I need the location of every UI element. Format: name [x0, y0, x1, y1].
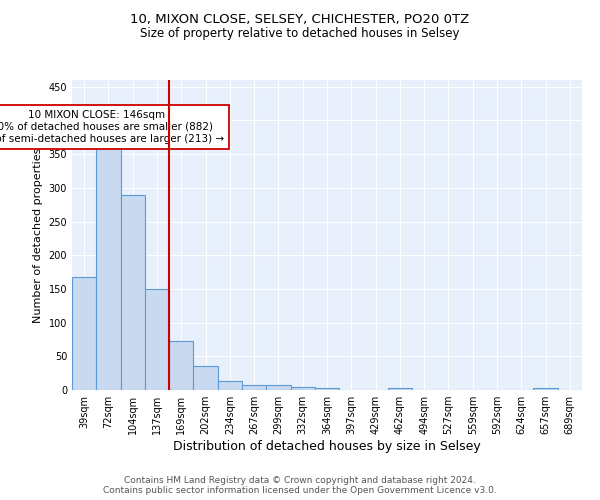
Bar: [145, 289, 169, 390]
Bar: [315, 388, 339, 390]
Y-axis label: Number of detached properties: Number of detached properties: [33, 148, 43, 322]
Bar: [242, 384, 266, 390]
Text: 10 MIXON CLOSE: 146sqm
← 80% of detached houses are smaller (882)
19% of semi-de: 10 MIXON CLOSE: 146sqm ← 80% of detached…: [0, 110, 224, 144]
Text: 10, MIXON CLOSE, SELSEY, CHICHESTER, PO20 0TZ: 10, MIXON CLOSE, SELSEY, CHICHESTER, PO2…: [130, 12, 470, 26]
Bar: [533, 388, 558, 390]
Bar: [388, 388, 412, 390]
Bar: [290, 388, 315, 390]
Bar: [218, 380, 242, 390]
X-axis label: Distribution of detached houses by size in Selsey: Distribution of detached houses by size …: [173, 440, 481, 453]
Bar: [72, 278, 96, 390]
Bar: [121, 194, 145, 390]
Bar: [96, 138, 121, 390]
Bar: [193, 366, 218, 390]
Text: Contains HM Land Registry data © Crown copyright and database right 2024.
Contai: Contains HM Land Registry data © Crown c…: [103, 476, 497, 495]
Text: Size of property relative to detached houses in Selsey: Size of property relative to detached ho…: [140, 28, 460, 40]
Bar: [169, 342, 193, 390]
Bar: [266, 386, 290, 390]
